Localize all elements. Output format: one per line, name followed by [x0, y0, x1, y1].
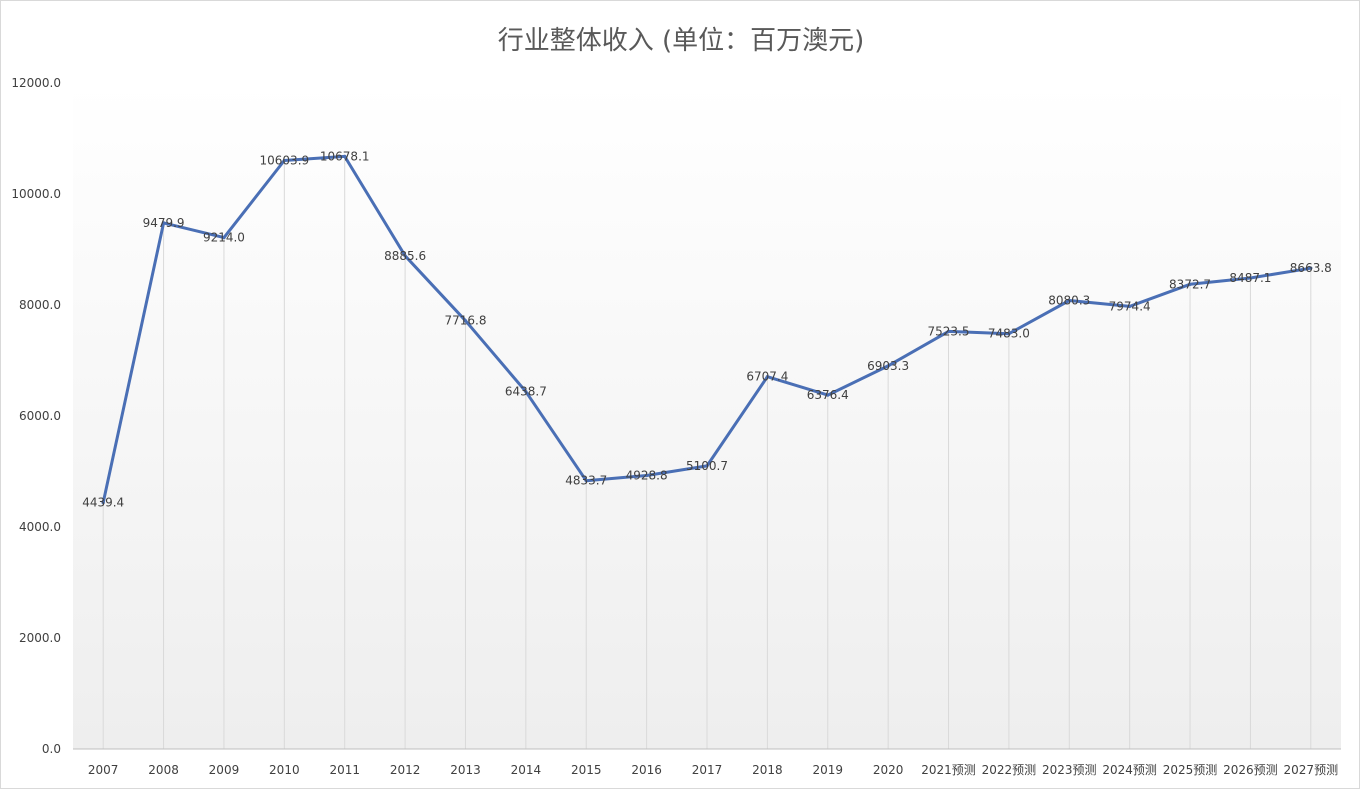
- data-label: 6376.4: [807, 388, 849, 402]
- data-label: 7716.8: [444, 314, 486, 328]
- data-label: 9214.0: [203, 231, 245, 245]
- data-point: [705, 464, 709, 468]
- data-label: 6438.7: [505, 385, 547, 399]
- data-label: 6707.4: [746, 370, 788, 384]
- x-tick-label: 2018: [752, 763, 783, 777]
- data-point: [524, 390, 528, 394]
- x-tick-label: 2023预测: [1042, 763, 1097, 777]
- data-point: [403, 254, 407, 258]
- data-label: 8080.3: [1048, 294, 1090, 308]
- data-label: 7483.0: [988, 327, 1030, 341]
- x-tick-label: 2027预测: [1284, 763, 1339, 777]
- data-label: 7974.4: [1109, 299, 1151, 313]
- x-tick-label: 2017: [692, 763, 723, 777]
- data-point: [1067, 298, 1071, 303]
- data-point: [1007, 332, 1011, 336]
- data-point: [1309, 266, 1313, 270]
- data-point: [1248, 276, 1253, 280]
- y-tick-label: 4000.0: [19, 520, 61, 534]
- x-tick-label: 2016: [631, 763, 662, 777]
- data-point: [645, 473, 649, 478]
- gridlines: [102, 156, 1312, 749]
- x-tick-label: 2015: [571, 763, 602, 777]
- y-tick-label: 2000.0: [19, 631, 61, 645]
- y-tick-label: 10000.0: [11, 187, 61, 201]
- x-tick-label: 2022预测: [982, 763, 1037, 777]
- data-point: [765, 375, 769, 379]
- data-label: 5100.7: [686, 459, 728, 473]
- data-point: [161, 221, 166, 225]
- data-point: [343, 154, 347, 158]
- data-label: 10678.1: [320, 149, 370, 163]
- data-label: 7523.5: [928, 324, 970, 338]
- x-tick-label: 2013: [450, 763, 481, 777]
- x-tick-label: 2020: [873, 763, 904, 777]
- x-tick-label: 2025预测: [1163, 763, 1218, 777]
- x-tick-label: 2019: [812, 763, 843, 777]
- data-label: 8663.8: [1290, 261, 1332, 275]
- data-label: 4928.8: [626, 468, 668, 482]
- x-tick-label: 2014: [511, 763, 542, 777]
- data-point: [101, 501, 105, 505]
- x-tick-label: 2009: [209, 763, 240, 777]
- data-point: [584, 479, 588, 483]
- x-tick-label: 2026预测: [1223, 763, 1278, 777]
- data-label: 8885.6: [384, 249, 426, 263]
- x-tick-label: 2021预测: [921, 763, 976, 777]
- x-tick-label: 2012: [390, 763, 421, 777]
- data-point: [222, 236, 226, 240]
- y-tick-label: 8000.0: [19, 298, 61, 312]
- y-tick-label: 0.0: [42, 742, 61, 756]
- x-tick-label: 2007: [88, 763, 119, 777]
- data-point: [1188, 282, 1192, 286]
- data-label: 4833.7: [565, 474, 607, 488]
- data-label: 4439.4: [82, 496, 124, 510]
- data-labels: 4439.4 9479.9 9214.0 10603.9 10678.1 8885.6 77…: [82, 149, 1332, 509]
- x-tick-label: 2008: [148, 763, 179, 777]
- data-point: [463, 319, 468, 323]
- data-label: 8487.1: [1229, 271, 1271, 285]
- y-tick-label: 12000.0: [11, 76, 61, 90]
- data-point: [282, 158, 286, 163]
- x-tick-label: 2010: [269, 763, 300, 777]
- axes: 0.0 2000.0 4000.0 6000.0 8000.0 10000.0 12000.…: [11, 76, 1341, 777]
- data-label: 9479.9: [143, 216, 185, 230]
- x-tick-label: 2011: [329, 763, 360, 777]
- data-point: [946, 329, 951, 334]
- data-label: 6903.3: [867, 359, 909, 373]
- data-point: [886, 364, 890, 368]
- data-label: 10603.9: [260, 153, 310, 167]
- data-label: 8372.7: [1169, 277, 1211, 291]
- data-point: [826, 393, 830, 397]
- data-point: [1128, 304, 1132, 309]
- y-tick-label: 6000.0: [19, 409, 61, 423]
- chart-title: 行业整体收入 (单位：百万澳元): [498, 26, 865, 56]
- x-tick-label: 2024预测: [1102, 763, 1157, 777]
- series-layer: [101, 154, 1313, 505]
